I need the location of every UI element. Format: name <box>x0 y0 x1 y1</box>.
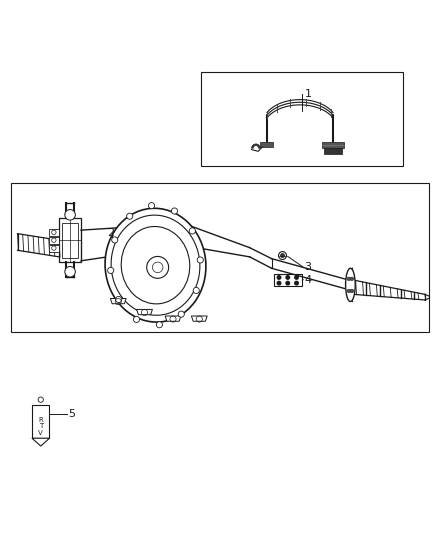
Circle shape <box>127 213 133 219</box>
Circle shape <box>108 268 114 273</box>
Circle shape <box>116 296 122 303</box>
Polygon shape <box>137 310 152 314</box>
Circle shape <box>286 276 290 279</box>
FancyBboxPatch shape <box>49 237 59 244</box>
Text: 5: 5 <box>68 409 75 419</box>
Circle shape <box>295 276 298 279</box>
Text: 3: 3 <box>304 262 311 272</box>
Polygon shape <box>191 316 207 321</box>
Text: R
T
V: R T V <box>39 417 43 436</box>
Wedge shape <box>251 144 260 148</box>
Circle shape <box>286 281 290 285</box>
Bar <box>11 183 429 332</box>
Circle shape <box>193 287 199 294</box>
Polygon shape <box>32 438 49 446</box>
Text: 4: 4 <box>304 274 311 285</box>
Circle shape <box>134 316 140 322</box>
Circle shape <box>279 252 286 260</box>
Ellipse shape <box>105 208 206 322</box>
Circle shape <box>347 289 350 293</box>
Circle shape <box>197 257 203 263</box>
Circle shape <box>148 203 155 209</box>
Circle shape <box>171 208 177 214</box>
Bar <box>201 71 403 166</box>
Text: 1: 1 <box>304 89 311 99</box>
Circle shape <box>112 237 118 243</box>
Text: 2: 2 <box>107 228 114 238</box>
Circle shape <box>65 209 75 220</box>
Circle shape <box>277 276 281 279</box>
Circle shape <box>178 311 184 317</box>
FancyBboxPatch shape <box>49 245 59 252</box>
Polygon shape <box>165 316 181 321</box>
Bar <box>32 405 49 438</box>
Circle shape <box>350 277 354 280</box>
Polygon shape <box>110 298 126 304</box>
Circle shape <box>347 277 350 280</box>
Bar <box>322 142 344 148</box>
Circle shape <box>350 289 354 293</box>
Circle shape <box>189 228 195 234</box>
Circle shape <box>281 254 284 257</box>
Circle shape <box>147 256 169 278</box>
Bar <box>260 142 273 147</box>
FancyBboxPatch shape <box>49 229 59 236</box>
Bar <box>274 274 302 286</box>
Bar <box>59 219 81 262</box>
Circle shape <box>277 281 281 285</box>
Circle shape <box>156 322 162 328</box>
Bar <box>62 223 78 258</box>
Circle shape <box>65 266 75 277</box>
Ellipse shape <box>346 268 355 302</box>
Bar <box>325 148 342 154</box>
Circle shape <box>295 281 298 285</box>
